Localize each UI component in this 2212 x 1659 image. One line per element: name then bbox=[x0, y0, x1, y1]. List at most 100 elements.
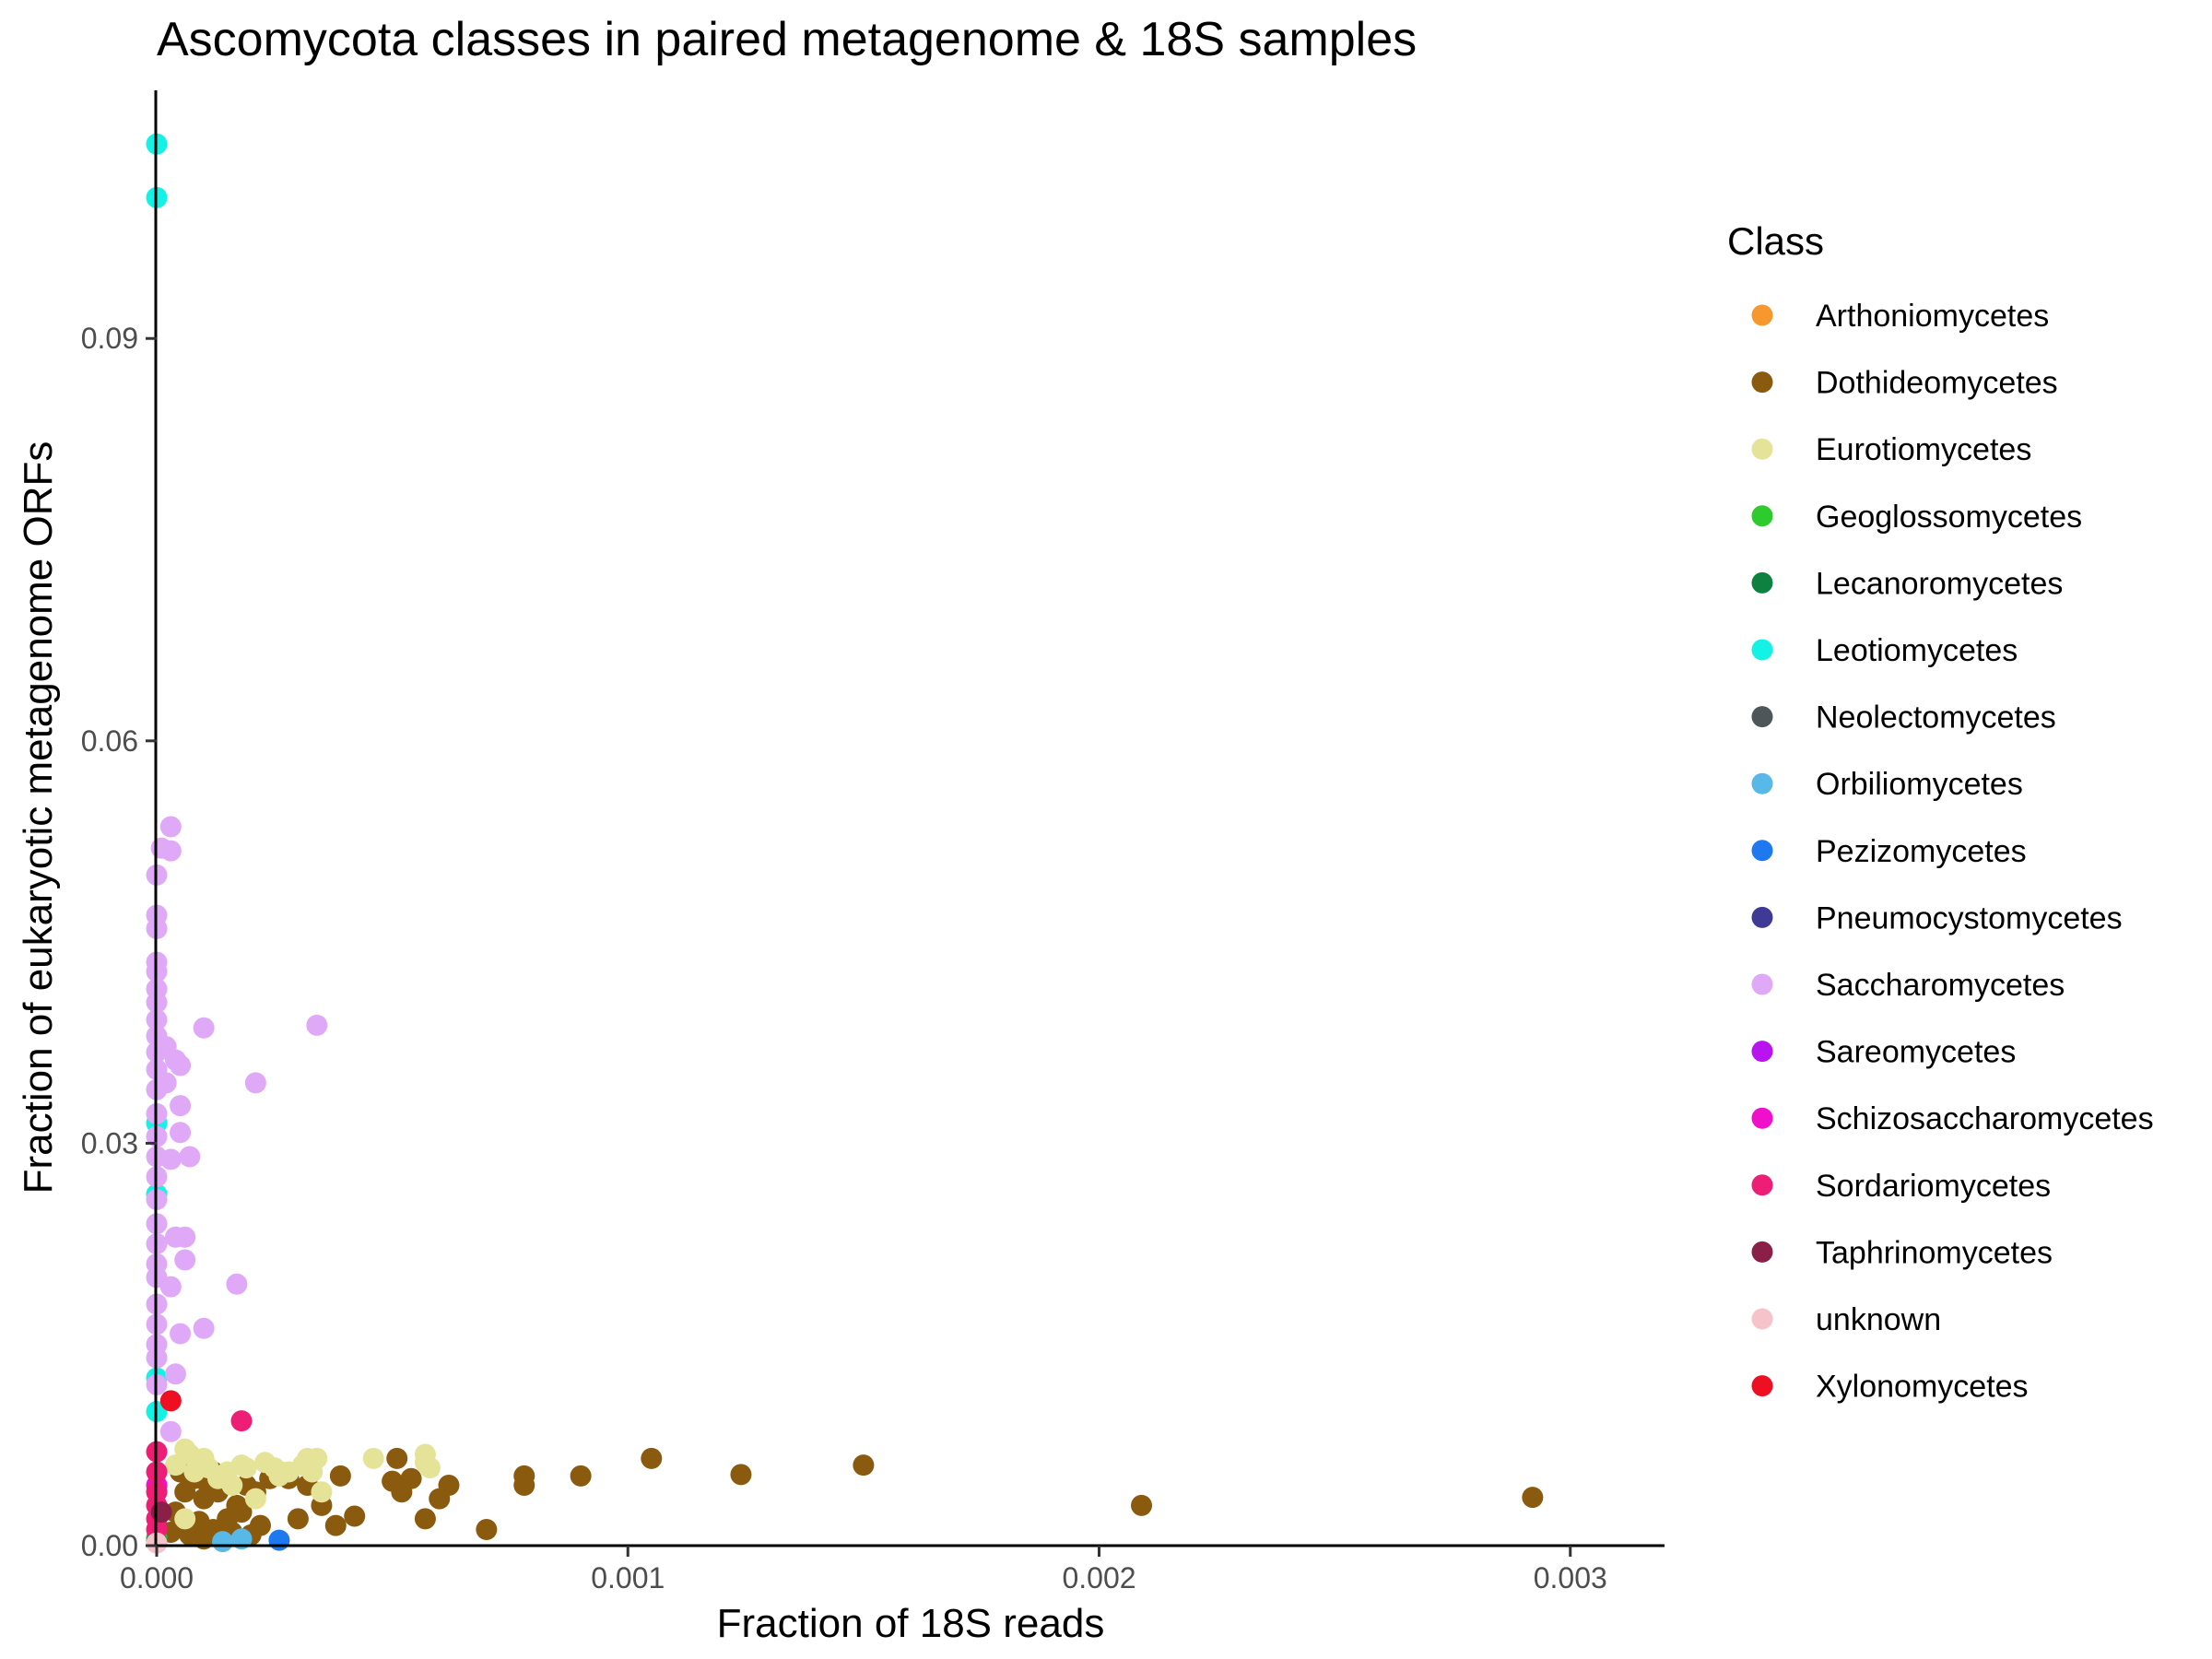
point-dothideomycetes bbox=[853, 1454, 875, 1477]
legend-item-sordariomycetes: Sordariomycetes bbox=[1751, 1169, 2051, 1204]
point-saccharomycetes bbox=[155, 1072, 177, 1094]
legend-title: Class bbox=[1727, 219, 1824, 263]
legend-item-pezizomycetes: Pezizomycetes bbox=[1751, 834, 2027, 869]
point-saccharomycetes bbox=[193, 1017, 215, 1039]
point-xylonomycetes bbox=[159, 1390, 182, 1412]
legend-key-lecanoromycetes bbox=[1751, 571, 1773, 594]
point-saccharomycetes bbox=[179, 1146, 201, 1168]
legend-item-geoglossomycetes: Geoglossomycetes bbox=[1751, 500, 2082, 535]
legend-item-neolectomycetes: Neolectomycetes bbox=[1751, 700, 2056, 735]
legend-item-pneumocystomycetes: Pneumocystomycetes bbox=[1751, 900, 2123, 935]
point-saccharomycetes bbox=[170, 1122, 192, 1144]
legend-key-eurotiomycetes bbox=[1751, 438, 1773, 460]
x-tick-label: 0.001 bbox=[591, 1561, 665, 1594]
x-tick-label: 0.002 bbox=[1062, 1561, 1135, 1594]
legend-key-taphrinomycetes bbox=[1751, 1241, 1773, 1263]
legend-item-orbiliomycetes: Orbiliomycetes bbox=[1751, 767, 2023, 802]
legend-label: Pezizomycetes bbox=[1816, 834, 2027, 869]
x-ticks: 0.000 0.001 0.002 0.003 bbox=[120, 1546, 1607, 1594]
point-dothideomycetes bbox=[730, 1464, 752, 1486]
point-orbiliomycetes bbox=[212, 1531, 234, 1553]
legend-item-unknown: unknown bbox=[1751, 1302, 1941, 1337]
point-saccharomycetes bbox=[159, 1148, 182, 1171]
point-dothideomycetes bbox=[329, 1465, 351, 1487]
point-saccharomycetes bbox=[244, 1072, 266, 1094]
point-saccharomycetes bbox=[164, 1363, 186, 1385]
legend-item-lecanoromycetes: Lecanoromycetes bbox=[1751, 566, 2063, 601]
y-ticks: 0.00 0.03 0.06 0.09 bbox=[81, 322, 157, 1562]
point-saccharomycetes bbox=[174, 1249, 196, 1271]
point-eurotiomycetes bbox=[306, 1447, 328, 1469]
point-eurotiomycetes bbox=[244, 1488, 266, 1510]
x-tick-label: 0.003 bbox=[1534, 1561, 1607, 1594]
legend-key-schizosaccharomycetes bbox=[1751, 1107, 1773, 1129]
point-saccharomycetes bbox=[306, 1014, 328, 1036]
y-tick-label: 0.06 bbox=[81, 724, 138, 758]
points-layer bbox=[146, 133, 1544, 1554]
point-dothideomycetes bbox=[230, 1501, 253, 1524]
legend-label: Xylonomycetes bbox=[1816, 1370, 2029, 1405]
point-eurotiomycetes bbox=[174, 1508, 196, 1530]
legend-item-arthoniomycetes: Arthoniomycetes bbox=[1751, 299, 2049, 334]
legend-key-neolectomycetes bbox=[1751, 706, 1773, 728]
legend-key-unknown bbox=[1751, 1308, 1773, 1330]
legend-key-pezizomycetes bbox=[1751, 840, 1773, 862]
legend-item-sareomycetes: Sareomycetes bbox=[1751, 1035, 2016, 1070]
point-dothideomycetes bbox=[400, 1467, 422, 1489]
legend-label: Orbiliomycetes bbox=[1816, 767, 2023, 802]
y-tick-label: 0.09 bbox=[81, 322, 138, 355]
legend-item-leotiomycetes: Leotiomycetes bbox=[1751, 633, 2018, 668]
legend-key-sordariomycetes bbox=[1751, 1174, 1773, 1196]
legend-key-geoglossomycetes bbox=[1751, 505, 1773, 527]
legend-label: Neolectomycetes bbox=[1816, 700, 2056, 735]
point-dothideomycetes bbox=[1131, 1494, 1153, 1516]
point-dothideomycetes bbox=[386, 1447, 408, 1469]
point-eurotiomycetes bbox=[419, 1457, 441, 1479]
point-dothideomycetes bbox=[513, 1475, 535, 1497]
legend-item-schizosaccharomycetes: Schizosaccharomycetes bbox=[1751, 1101, 2154, 1136]
point-dothideomycetes bbox=[414, 1508, 436, 1530]
legend-label: Lecanoromycetes bbox=[1816, 566, 2063, 601]
point-saccharomycetes bbox=[159, 1420, 182, 1442]
y-tick-label: 0.03 bbox=[81, 1126, 138, 1159]
point-eurotiomycetes bbox=[362, 1447, 384, 1469]
legend-key-dothideomycetes bbox=[1751, 371, 1773, 394]
point-saccharomycetes bbox=[226, 1273, 248, 1295]
legend-items: Arthoniomycetes Dothideomycetes Eurotiomyc… bbox=[1751, 299, 2154, 1405]
x-axis-label: Fraction of 18S reads bbox=[717, 1601, 1105, 1646]
point-taphrinomycetes bbox=[150, 1501, 172, 1524]
legend-label: Leotiomycetes bbox=[1816, 633, 2018, 668]
point-eurotiomycetes bbox=[311, 1481, 333, 1503]
legend-item-eurotiomycetes: Eurotiomycetes bbox=[1751, 432, 2031, 467]
x-tick-label: 0.000 bbox=[120, 1561, 194, 1594]
point-dothideomycetes bbox=[476, 1519, 498, 1541]
point-orbiliomycetes bbox=[230, 1528, 253, 1550]
legend-item-taphrinomycetes: Taphrinomycetes bbox=[1751, 1235, 2053, 1270]
legend-label: Arthoniomycetes bbox=[1816, 299, 2049, 334]
point-dothideomycetes bbox=[324, 1514, 347, 1536]
legend-item-xylonomycetes: Xylonomycetes bbox=[1751, 1370, 2029, 1405]
legend-key-orbiliomycetes bbox=[1751, 772, 1773, 794]
legend-label: Dothideomycetes bbox=[1816, 366, 2058, 401]
point-saccharomycetes bbox=[159, 1276, 182, 1298]
point-dothideomycetes bbox=[438, 1475, 460, 1497]
point-eurotiomycetes bbox=[235, 1457, 257, 1479]
legend-key-saccharomycetes bbox=[1751, 973, 1773, 995]
point-saccharomycetes bbox=[159, 816, 182, 838]
y-tick-label: 0.00 bbox=[81, 1529, 138, 1562]
legend-label: Schizosaccharomycetes bbox=[1816, 1101, 2154, 1136]
legend-label: Saccharomycetes bbox=[1816, 968, 2065, 1003]
legend-label: Pneumocystomycetes bbox=[1816, 900, 2123, 935]
legend-key-xylonomycetes bbox=[1751, 1375, 1773, 1397]
point-dothideomycetes bbox=[641, 1447, 663, 1469]
point-pezizomycetes bbox=[268, 1529, 290, 1551]
point-saccharomycetes bbox=[150, 837, 172, 859]
legend-label: Geoglossomycetes bbox=[1816, 500, 2082, 535]
point-saccharomycetes bbox=[193, 1317, 215, 1339]
point-saccharomycetes bbox=[164, 1226, 186, 1248]
legend-item-dothideomycetes: Dothideomycetes bbox=[1751, 366, 2058, 401]
y-axis-label: Fraction of eukaryotic metagenome ORFs bbox=[16, 441, 61, 1194]
legend-key-sareomycetes bbox=[1751, 1041, 1773, 1063]
legend-key-leotiomycetes bbox=[1751, 639, 1773, 661]
